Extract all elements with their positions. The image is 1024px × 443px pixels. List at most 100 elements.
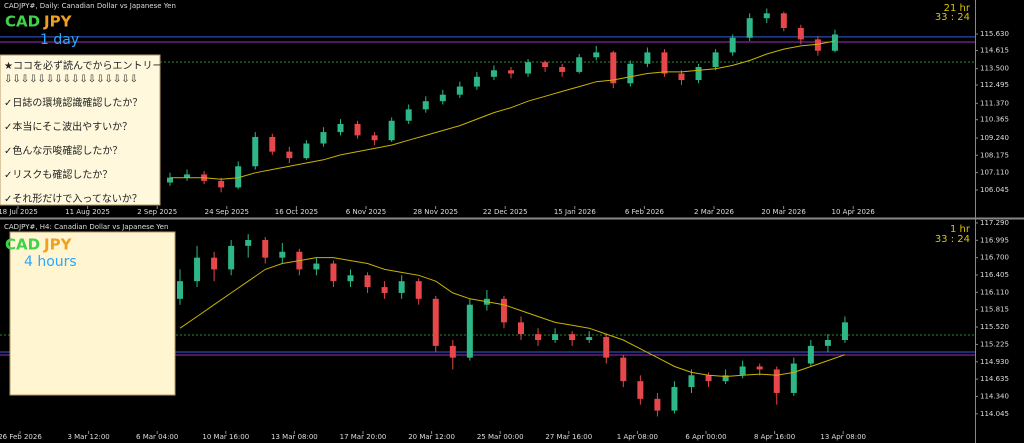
- candle-body: [286, 151, 293, 159]
- candle-body: [559, 67, 566, 72]
- candle-body: [610, 52, 617, 84]
- candle-body: [211, 257, 218, 270]
- candle-body: [722, 375, 729, 382]
- candle: [756, 363, 763, 376]
- note-item: ✓リスクも確認したか？: [4, 168, 112, 181]
- candle: [695, 63, 702, 84]
- candle-body: [381, 287, 388, 293]
- overlays: ★ココを必ず読んでからエントリー ⇩⇩⇩⇩⇩⇩⇩⇩⇩⇩⇩⇩⇩⇩⇩⇩ ✓日誌の環境認識…: [0, 13, 176, 396]
- candle-body: [807, 345, 814, 364]
- x-tick-label: 6 Feb 2026: [625, 208, 665, 216]
- candle-body: [184, 174, 191, 178]
- x-tick-label: 24 Sep 2025: [205, 208, 249, 216]
- candle-body: [705, 375, 712, 382]
- candle: [797, 24, 804, 45]
- candle-body: [525, 62, 532, 74]
- candle: [235, 161, 242, 190]
- y-tick-label: 114.930: [980, 358, 1009, 366]
- candle: [167, 172, 173, 186]
- candle-body: [388, 120, 395, 141]
- candle: [678, 70, 685, 85]
- candle-body: [824, 340, 831, 346]
- symbol-quote: JPY: [43, 236, 73, 254]
- candle-body: [654, 398, 661, 411]
- candle-body: [337, 123, 344, 133]
- candle: [814, 36, 821, 56]
- candle: [432, 295, 439, 352]
- candle-body: [194, 257, 201, 282]
- candle-body: [398, 281, 405, 293]
- candle: [688, 369, 695, 393]
- candle: [364, 272, 371, 293]
- candle: [245, 234, 252, 258]
- candle: [422, 96, 429, 113]
- countdown: 1 hr: [950, 224, 971, 235]
- note-heading: ★ココを必ず読んでからエントリー: [4, 59, 162, 72]
- y-tick-label: 109.240: [980, 134, 1009, 142]
- candle-body: [773, 369, 780, 393]
- candle-body: [814, 39, 821, 51]
- moving-average: [170, 40, 836, 180]
- candle-body: [449, 345, 456, 358]
- candle: [415, 278, 422, 305]
- candle: [354, 120, 361, 139]
- candle-body: [320, 132, 327, 144]
- candle-body: [790, 363, 797, 393]
- candle-body: [729, 37, 736, 53]
- candle-body: [576, 57, 583, 72]
- daily-chart[interactable]: 115.630 114.615 113.500 112.495 111.370 110.3…: [0, 2, 1009, 216]
- x-tick-label: 18 Jul 2025: [0, 208, 38, 216]
- candle-body: [756, 366, 763, 370]
- y-tick-label: 114.045: [980, 410, 1009, 418]
- candle-body: [593, 52, 600, 58]
- candle: [637, 375, 644, 405]
- candle: [320, 127, 327, 147]
- candle: [473, 71, 480, 90]
- candle-body: [552, 334, 559, 340]
- candle: [627, 60, 634, 87]
- x-tick-label: 13 Apr 08:00: [820, 433, 866, 441]
- note-box: [0, 54, 161, 206]
- candle: [610, 50, 617, 89]
- candle: [381, 281, 388, 299]
- x-tick-label: 20 Mar 2026: [761, 208, 806, 216]
- candle: [218, 177, 225, 193]
- candle-body: [627, 63, 634, 84]
- moving-average: [179, 257, 846, 378]
- y-tick-label: 115.225: [980, 340, 1009, 348]
- candle: [576, 54, 583, 74]
- candle-body: [303, 143, 310, 159]
- candle: [303, 140, 310, 160]
- candle: [525, 58, 532, 77]
- note-item: ✓本当にそこ波出やすいか？: [4, 120, 132, 133]
- candle: [262, 237, 269, 264]
- candle: [500, 295, 507, 329]
- y-tick-label: 110.365: [980, 116, 1009, 124]
- candle-body: [542, 62, 549, 68]
- candle: [456, 81, 463, 98]
- y-tick-label: 116.405: [980, 271, 1009, 279]
- x-tick-label: 15 Jan 2026: [554, 208, 597, 216]
- candle-body: [364, 275, 371, 288]
- y-tick-label: 106.045: [980, 186, 1009, 194]
- y-tick-label: 116.110: [980, 288, 1009, 296]
- x-tick-label: 6 Apr 00:00: [685, 433, 726, 441]
- candle: [269, 133, 276, 155]
- y-tick-label: 108.175: [980, 151, 1009, 159]
- y-tick-label: 111.370: [980, 99, 1009, 107]
- candle: [569, 331, 576, 346]
- candle-body: [262, 240, 269, 258]
- candle-body: [712, 52, 719, 68]
- x-tick-label: 3 Mar 12:00: [67, 433, 109, 441]
- x-tick-label: 10 Apr 2026: [832, 208, 876, 216]
- candle: [439, 89, 446, 105]
- candle-body: [252, 136, 259, 167]
- y-tick-label: 114.340: [980, 392, 1009, 400]
- candle: [763, 8, 770, 24]
- candle-body: [167, 177, 173, 183]
- y-tick-label: 114.615: [980, 47, 1009, 55]
- candle: [337, 119, 344, 136]
- candle: [773, 366, 780, 405]
- x-tick-label: 8 Apr 16:00: [754, 433, 795, 441]
- x-tick-label: 28 Nov 2025: [413, 208, 458, 216]
